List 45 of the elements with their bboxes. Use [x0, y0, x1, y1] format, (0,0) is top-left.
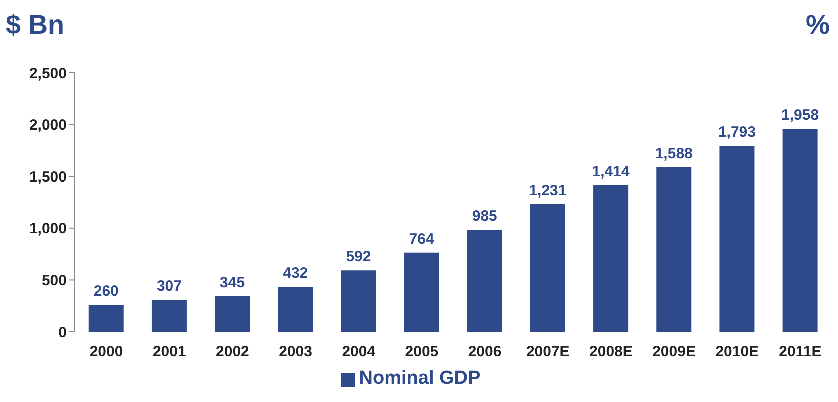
y-tick-label: 1,500 [29, 168, 67, 186]
data-label: 1,793 [718, 124, 756, 142]
x-tick-label: 2004 [342, 344, 376, 361]
data-label: 1,958 [782, 107, 820, 124]
x-tick-label: 2006 [468, 344, 502, 361]
bar [467, 230, 502, 332]
data-label: 432 [283, 265, 308, 282]
x-tick-label: 2005 [405, 344, 439, 361]
legend-label: Nominal GDP [359, 368, 481, 389]
data-label: 1,231 [529, 182, 567, 200]
bar [656, 167, 692, 332]
bar [782, 129, 818, 332]
bar [152, 300, 187, 332]
x-tick-label: 2011E [779, 344, 822, 361]
bar [278, 287, 314, 332]
data-label: 1,588 [655, 145, 693, 162]
bar [594, 186, 629, 332]
x-tick-label: 2008E [590, 344, 633, 361]
data-label: 307 [156, 278, 182, 296]
data-label: 985 [472, 208, 498, 225]
bar [215, 296, 250, 332]
bar [341, 270, 376, 332]
data-label: 592 [346, 248, 372, 266]
data-label: 345 [220, 274, 246, 292]
bar [530, 204, 566, 332]
y-tick-label: 2,500 [29, 65, 67, 82]
data-label: 1,414 [592, 164, 630, 181]
y-tick-label: 0 [58, 324, 67, 342]
y-tick-label: 1,000 [29, 220, 67, 238]
data-label: 260 [94, 283, 119, 300]
x-tick-label: 2002 [216, 344, 250, 361]
x-tick-label: 2007E [526, 344, 570, 361]
bar [404, 252, 440, 332]
x-tick-label: 2009E [652, 344, 696, 361]
y-tick-label: 500 [42, 272, 67, 290]
x-tick-label: 2001 [152, 344, 186, 361]
y2-axis-title: % [806, 10, 830, 41]
y-axis-title: $ Bn [6, 10, 65, 41]
x-tick-label: 2003 [279, 344, 312, 361]
x-tick-label: 2010E [716, 344, 760, 361]
data-label: 764 [409, 230, 435, 248]
x-tick-label: 2000 [90, 344, 124, 361]
bar [88, 305, 124, 332]
bar [720, 146, 755, 332]
y-tick-label: 2,000 [29, 117, 67, 134]
